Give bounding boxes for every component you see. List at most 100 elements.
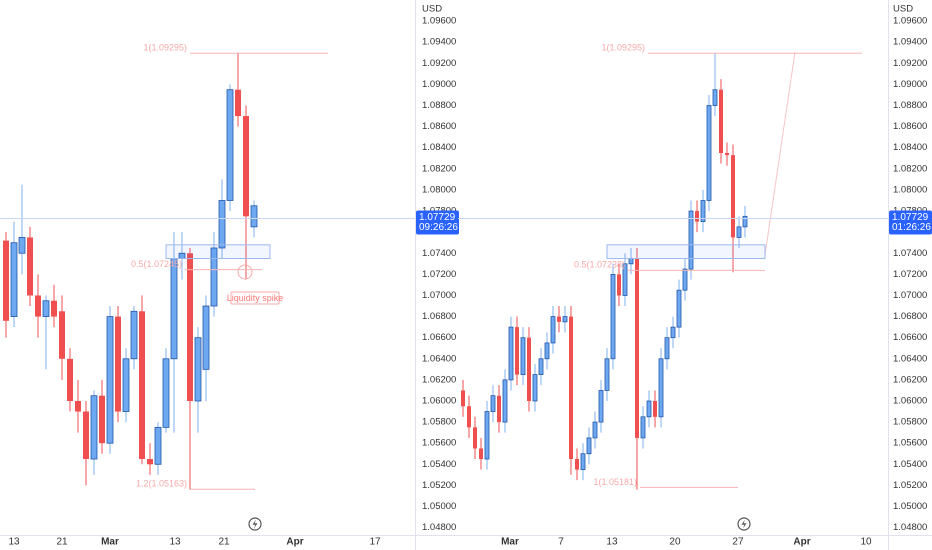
candle-body [598, 390, 604, 423]
last-price-tag [416, 210, 459, 235]
last-price-label: 1.07729 [892, 212, 929, 223]
candle-body [194, 337, 202, 402]
candle-body [556, 316, 561, 322]
candle-body [682, 268, 688, 291]
y-tick-label: 1.06000 [422, 396, 456, 407]
candle-body [580, 453, 586, 470]
fib-level-label: 1(1.09295) [143, 43, 187, 53]
candle-body [562, 316, 568, 323]
y-tick-label: 1.09600 [893, 16, 927, 27]
candle-body [202, 305, 210, 370]
y-tick-label: 1.07000 [893, 290, 927, 301]
candle-body [59, 311, 65, 359]
candle-body [526, 337, 531, 401]
y-tick-label: 1.05000 [893, 501, 927, 512]
candle-body [466, 406, 471, 428]
candle-body [622, 263, 628, 296]
y-tick-label: 1.09000 [422, 79, 456, 90]
y-tick-label: 1.06200 [422, 374, 456, 385]
candle-body [99, 395, 105, 444]
x-tick-label: 13 [606, 537, 618, 548]
y-tick-label: 1.04800 [893, 522, 927, 533]
candle-body [162, 358, 170, 428]
y-tick-label: 1.09600 [422, 16, 456, 27]
candle-body [538, 358, 544, 376]
y-tick-label: 1.05200 [893, 480, 927, 491]
candle-body [634, 258, 639, 438]
candle-body [676, 289, 682, 328]
candle-body [115, 316, 121, 412]
y-tick-label: 1.07200 [422, 269, 456, 280]
candle-body [51, 300, 57, 317]
candle-body [478, 448, 483, 460]
y-tick-label: 1.07000 [422, 290, 456, 301]
candle-body [490, 395, 496, 412]
candle-body [736, 226, 742, 238]
y-tick-label: 1.07400 [422, 248, 456, 259]
y-tick-label: 1.06800 [893, 311, 927, 322]
y-tick-label: 1.07200 [893, 269, 927, 280]
fib-level-label: 1.2(1.05163) [136, 479, 187, 489]
x-tick-label: 17 [369, 537, 381, 548]
candle-body [139, 311, 145, 460]
y-tick-label: 1.05800 [893, 417, 927, 428]
candle-body [664, 337, 670, 360]
candle-body [484, 411, 490, 460]
y-tick-label: 1.08200 [422, 163, 456, 174]
candle-body [640, 416, 646, 439]
candle-body [731, 155, 736, 238]
candle-body [592, 421, 598, 439]
candle-body [170, 258, 178, 360]
candle-body [460, 390, 465, 407]
candle-body [628, 258, 634, 265]
replay-icon[interactable] [248, 517, 262, 531]
candle-body [616, 274, 621, 296]
y-tick-label: 1.05800 [422, 417, 456, 428]
axis-title: USD [893, 4, 913, 15]
candle-body [550, 316, 556, 344]
y-tick-label: 1.06000 [893, 396, 927, 407]
y-tick-label: 1.06600 [893, 332, 927, 343]
candle-body [610, 273, 616, 360]
candle-body [122, 358, 130, 412]
trend-line [764, 51, 796, 256]
y-tick-label: 1.08400 [893, 142, 927, 153]
candle-body [250, 205, 258, 228]
x-tick-label: Mar [501, 537, 519, 548]
candle-body [235, 89, 241, 117]
fib-level-label: 0.5(1.07238) [574, 260, 625, 270]
fib-level-label: 1(1.05181) [593, 477, 637, 487]
y-tick-label: 1.09200 [893, 58, 927, 69]
candle-body [3, 240, 9, 321]
y-tick-label: 1.06800 [422, 311, 456, 322]
candle-body [514, 327, 519, 375]
y-tick-label: 1.08800 [422, 100, 456, 111]
y-tick-label: 1.08800 [893, 100, 927, 111]
x-tick-label: 10 [860, 537, 872, 548]
candle-body [35, 295, 41, 317]
y-tick-label: 1.09200 [422, 58, 456, 69]
candle-body [586, 437, 592, 455]
y-tick-label: 1.08000 [893, 184, 927, 195]
y-tick-label: 1.08600 [893, 121, 927, 132]
y-tick-label: 1.06600 [422, 332, 456, 343]
y-tick-label: 1.05000 [422, 501, 456, 512]
candle-body [218, 200, 226, 249]
y-tick-label: 1.05600 [422, 438, 456, 449]
candle-body [502, 379, 508, 423]
x-tick-label: 21 [56, 537, 68, 548]
candle-body [695, 211, 700, 222]
fib-level-label: 0.5(1.07245) [131, 259, 182, 269]
replay-icon[interactable] [737, 517, 751, 531]
y-tick-label: 1.08400 [422, 142, 456, 153]
y-tick-label: 1.05400 [893, 459, 927, 470]
candle-body [574, 459, 579, 470]
note-box [230, 291, 280, 305]
candle-body [544, 342, 550, 360]
candle-body [652, 400, 657, 417]
candle-body [688, 210, 694, 270]
axis-title: USD [422, 4, 442, 15]
candle-body [496, 395, 501, 423]
candle-body [147, 459, 153, 465]
